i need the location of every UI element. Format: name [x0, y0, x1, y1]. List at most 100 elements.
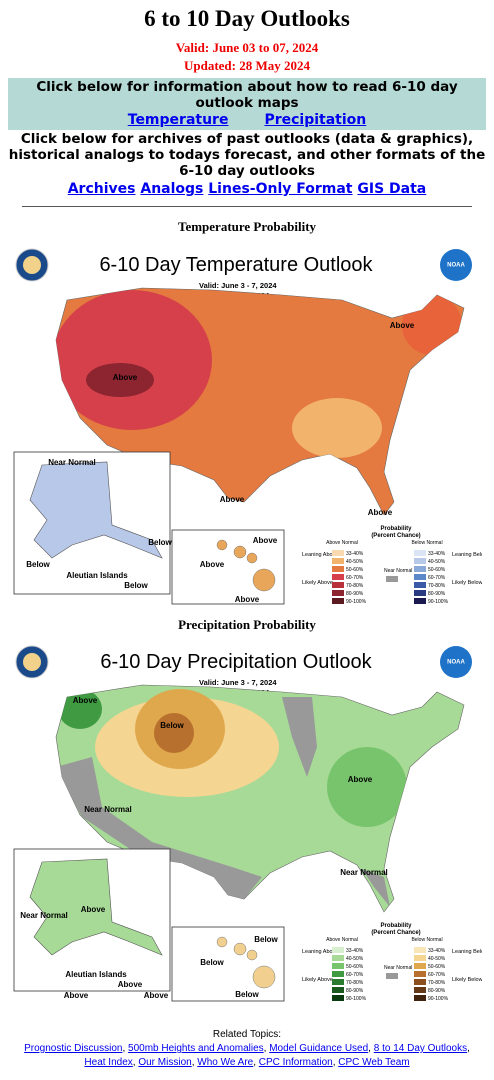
legend-range: 70-80%: [346, 980, 364, 986]
link[interactable]: GIS Data: [357, 181, 427, 197]
legend-swatch: [332, 566, 344, 572]
noaa-text: NOAA: [447, 263, 465, 269]
agency-seal-inner: [23, 256, 41, 274]
legend-below: Below Normal: [411, 540, 442, 546]
legend-range: 80-90%: [346, 591, 364, 597]
hawaii-island: [246, 552, 258, 564]
legend-above: Above Normal: [326, 937, 358, 943]
legend-near: Near Normal: [384, 568, 412, 574]
link[interactable]: CPC Web Team: [338, 1057, 410, 1068]
region-label: Near Normal: [84, 805, 132, 814]
legend-swatch: [332, 987, 344, 993]
link[interactable]: Precipitation: [264, 112, 367, 128]
link[interactable]: 8 to 14 Day Outlooks: [373, 1043, 468, 1054]
legend-range: 90-100%: [346, 599, 367, 605]
archives-links: Archives Analogs Lines-Only Format GIS D…: [0, 181, 494, 197]
link[interactable]: Prognostic Discussion: [24, 1043, 123, 1054]
separator: ,: [191, 1057, 195, 1068]
hawaii-island: [216, 539, 228, 551]
hawaii-island: [252, 568, 276, 592]
page-title: 6 to 10 Day Outlooks: [144, 6, 350, 31]
hawaii-island: [246, 949, 258, 961]
probability-area: [327, 747, 407, 827]
legend-swatch: [414, 963, 426, 969]
region-label: Above: [390, 321, 415, 330]
legend-swatch: [414, 590, 426, 596]
map-heading: Precipitation Probability: [178, 617, 316, 632]
link[interactable]: CPC Information: [258, 1057, 333, 1068]
legend-leaning-above: Leaning Above: [302, 949, 338, 955]
hawaii-island: [233, 942, 247, 956]
legend-range: 33-40%: [428, 551, 446, 557]
legend-range: 33-40%: [346, 551, 364, 557]
legend-range: 60-70%: [428, 972, 446, 978]
link[interactable]: Lines-Only Format: [208, 181, 353, 197]
probability-area: [362, 869, 390, 907]
legend-likely-above: Likely Above: [302, 977, 333, 983]
info-links: Temperature Precipitation: [0, 112, 494, 128]
legend-subtitle: (Percent Chance): [371, 930, 420, 936]
legend-swatch: [414, 574, 426, 580]
region-label: Above: [200, 560, 225, 569]
noaa-logo: [440, 646, 472, 678]
legend-swatch: [332, 963, 344, 969]
legend-swatch: [414, 558, 426, 564]
legend-swatch: [414, 971, 426, 977]
noaa-text: NOAA: [447, 660, 465, 666]
legend-range: 80-90%: [428, 591, 446, 597]
legend-below: Below Normal: [411, 937, 442, 943]
separator: ,: [132, 1057, 136, 1068]
legend-range: 80-90%: [346, 988, 364, 994]
region-label: Below: [148, 538, 172, 547]
legend-range: 40-50%: [346, 559, 364, 565]
legend-swatch: [414, 987, 426, 993]
legend-swatch: [414, 979, 426, 985]
legend-swatch: [414, 955, 426, 961]
region-label: Above: [235, 595, 260, 604]
outlook-map: NOAA 6-10 Day Temperature Outlook Valid: J…: [13, 248, 482, 605]
legend-swatch: [414, 598, 426, 604]
legend-range: 60-70%: [346, 972, 364, 978]
link[interactable]: Model Guidance Used: [269, 1043, 369, 1054]
agency-seal-inner: [23, 653, 41, 671]
legend-swatch: [414, 947, 426, 953]
link[interactable]: Heat Index: [84, 1057, 133, 1068]
legend-swatch: [332, 598, 344, 604]
region-label: Near Normal: [340, 868, 388, 877]
alaska-shape: [29, 858, 163, 956]
legend-range: 60-70%: [428, 575, 446, 581]
link[interactable]: Analogs: [140, 181, 204, 197]
legend-leaning-below: Leaning Below: [452, 949, 482, 955]
link[interactable]: Our Mission: [138, 1057, 192, 1068]
probability-area: [86, 363, 154, 397]
alaska-shape: [29, 461, 163, 559]
legend-likely-above: Likely Above: [302, 580, 333, 586]
map-valid: Valid: June 3 - 7, 2024: [199, 281, 277, 290]
region-label: Aleutian Islands: [66, 571, 128, 580]
legend-title: Probability: [380, 923, 412, 929]
probability-areas: [56, 290, 462, 458]
hawaii-island: [233, 545, 247, 559]
probability-area: [58, 689, 102, 729]
region-label: Above: [144, 991, 169, 1000]
legend-swatch: [414, 566, 426, 572]
legend-range: 70-80%: [346, 583, 364, 589]
legend-range: 70-80%: [428, 980, 446, 986]
region-label: Below: [200, 958, 224, 967]
link[interactable]: Temperature: [127, 112, 229, 128]
legend-range: 70-80%: [428, 583, 446, 589]
hawaii-inset: [171, 529, 285, 605]
legend-range: 50-60%: [428, 567, 446, 573]
link[interactable]: Who We Are: [197, 1057, 254, 1068]
link[interactable]: 500mb Heights and Anomalies: [128, 1043, 264, 1054]
region-label: Below: [160, 721, 184, 730]
legend-range: 90-100%: [428, 599, 449, 605]
legend-range: 40-50%: [428, 559, 446, 565]
region-label: Above: [113, 373, 138, 382]
region-label: Aleutian Islands: [65, 970, 127, 979]
link[interactable]: Archives: [67, 181, 136, 197]
legend-range: 90-100%: [346, 996, 367, 1002]
legend-swatch: [332, 995, 344, 1001]
legend-range: 40-50%: [346, 956, 364, 962]
separator: ,: [332, 1057, 336, 1068]
